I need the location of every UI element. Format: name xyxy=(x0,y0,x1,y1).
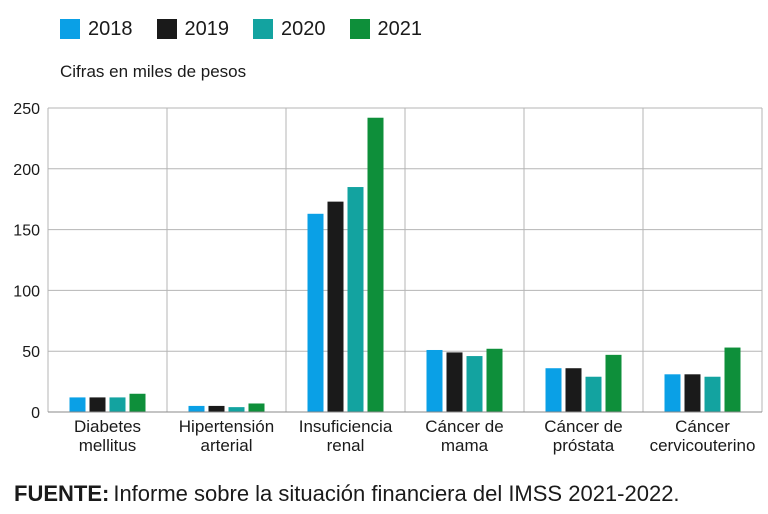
bar-2021-5 xyxy=(724,347,741,412)
y-tick-label: 250 xyxy=(13,101,40,118)
legend-label: 2019 xyxy=(184,17,230,40)
source-text: Informe sobre la situación financiera de… xyxy=(113,481,680,506)
y-tick-label: 50 xyxy=(22,344,40,361)
bar-2020-1 xyxy=(228,407,245,412)
bar-2021-1 xyxy=(248,403,265,412)
bar-2020-3 xyxy=(466,356,483,412)
bar-2020-2 xyxy=(347,187,364,412)
bar-2018-1 xyxy=(188,405,205,412)
bar-2021-2 xyxy=(367,117,384,412)
bar-2019-4 xyxy=(565,368,582,412)
x-category-label: Cáncer xyxy=(675,417,730,436)
y-tick-label: 200 xyxy=(13,162,40,179)
bar-2020-5 xyxy=(704,376,721,412)
bar-2019-0 xyxy=(89,397,106,412)
chart-legend: 2018 2019 2020 2021 xyxy=(60,14,446,44)
legend-item-2021: 2021 xyxy=(349,17,423,41)
bar-2020-4 xyxy=(585,376,602,412)
legend-swatch xyxy=(60,19,80,39)
x-category-label: Insuficiencia xyxy=(299,417,393,436)
bar-2021-3 xyxy=(486,348,503,412)
x-category-label: Hipertensión xyxy=(179,417,274,436)
y-tick-label: 0 xyxy=(31,405,40,422)
bar-2019-1 xyxy=(208,405,225,412)
legend-swatch xyxy=(349,19,370,39)
bar-2020-0 xyxy=(109,397,126,412)
legend-swatch xyxy=(156,19,177,39)
chart-subtitle: Cifras en miles de pesos xyxy=(60,62,247,81)
source-note: FUENTE: Informe sobre la situación financ… xyxy=(14,481,680,507)
legend-label: 2020 xyxy=(281,17,326,40)
bar-2018-2 xyxy=(307,213,324,412)
legend-item-2020: 2020 xyxy=(253,18,326,41)
legend-label: 2018 xyxy=(88,17,133,40)
legend-item-2019: 2019 xyxy=(156,17,230,41)
x-category-label: arterial xyxy=(201,436,253,455)
source-prefix: FUENTE: xyxy=(14,481,110,506)
x-category-label: Diabetes xyxy=(74,417,141,436)
bar-2018-0 xyxy=(69,397,86,412)
legend-label: 2021 xyxy=(377,17,423,40)
y-tick-label: 100 xyxy=(13,283,40,300)
bar-2018-4 xyxy=(545,368,562,412)
x-category-label: renal xyxy=(327,436,365,455)
x-category-label: Cáncer de xyxy=(544,417,622,436)
y-tick-label: 150 xyxy=(13,223,40,240)
bar-2018-3 xyxy=(426,349,443,412)
bar-2019-3 xyxy=(446,352,463,412)
bar-2021-0 xyxy=(129,393,146,412)
x-category-label: mellitus xyxy=(79,436,137,455)
legend-item-2018: 2018 xyxy=(60,18,133,41)
legend-swatch xyxy=(253,19,273,39)
x-category-label: próstata xyxy=(553,436,615,455)
bar-2019-5 xyxy=(684,374,701,412)
x-category-label: cervicouterino xyxy=(650,436,756,455)
bar-2018-5 xyxy=(664,374,681,412)
x-category-label: Cáncer de xyxy=(425,417,503,436)
x-category-label: mama xyxy=(441,436,489,455)
bar-2019-2 xyxy=(327,201,344,412)
bar-2021-4 xyxy=(605,354,622,412)
